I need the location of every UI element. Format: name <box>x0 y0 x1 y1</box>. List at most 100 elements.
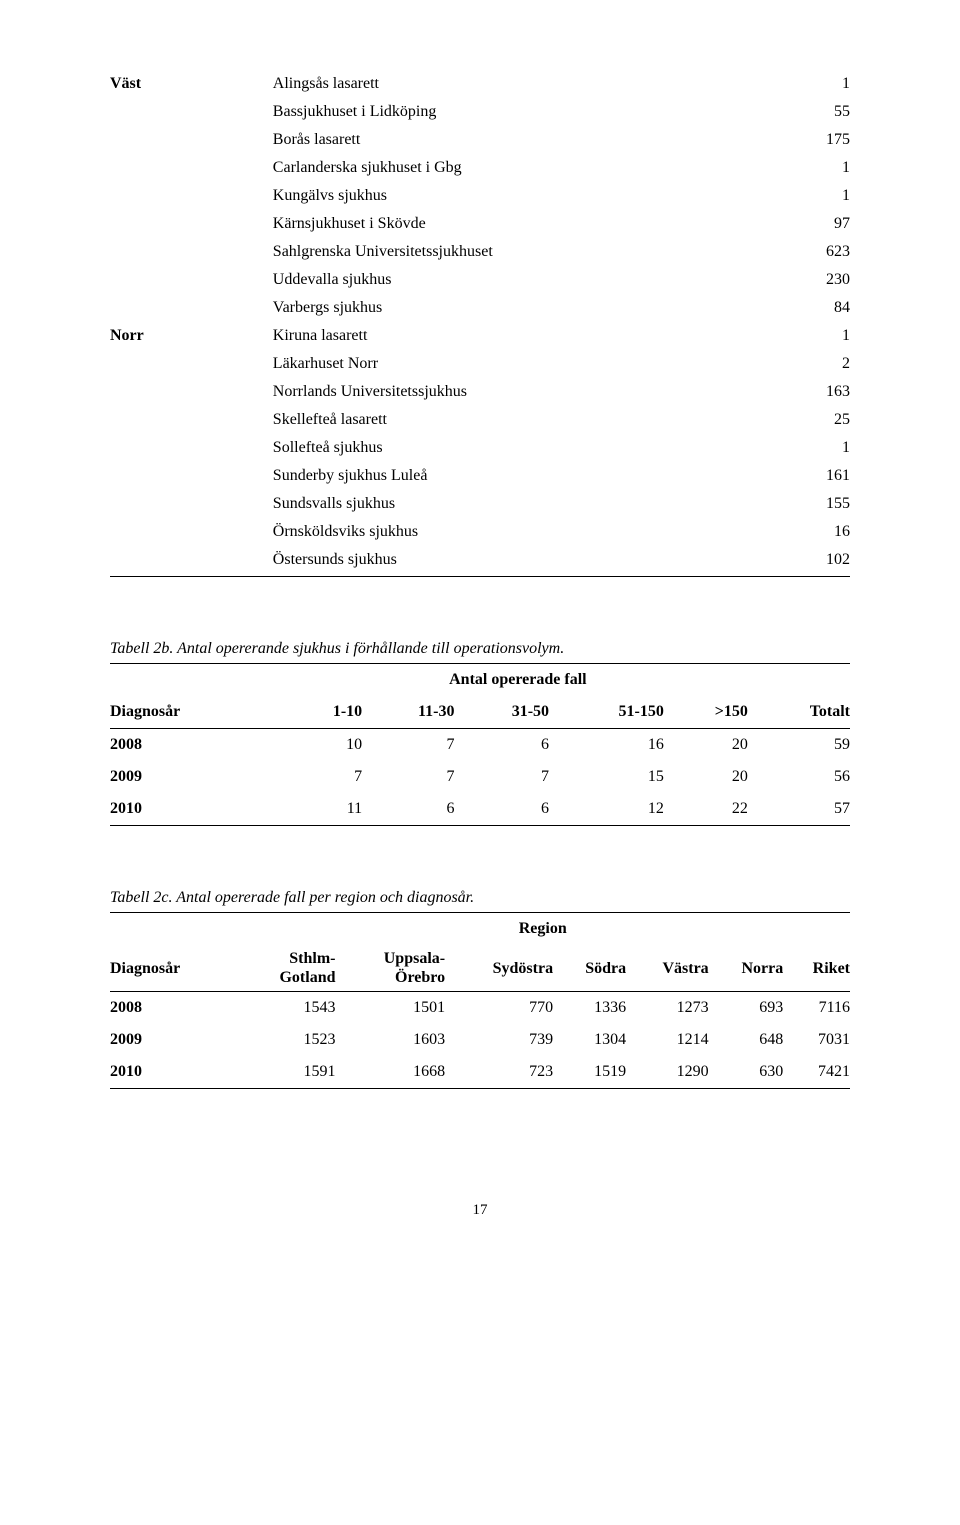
table2-cell: 10 <box>288 729 362 762</box>
hospital-cell: Kiruna lasarett <box>273 322 702 350</box>
table3-header-row: DiagnosårSthlm-GotlandUppsala-ÖrebroSydö… <box>110 945 850 992</box>
table2-cell: 6 <box>455 729 550 762</box>
table3-cell: 7421 <box>783 1056 850 1089</box>
region-cell <box>110 126 273 154</box>
table3-group-header: Region <box>235 913 850 946</box>
region-cell <box>110 266 273 294</box>
hospital-cell: Kungälvs sjukhus <box>273 182 702 210</box>
table3-cell: 723 <box>445 1056 553 1089</box>
region-cell <box>110 154 273 182</box>
hospital-cell: Uddevalla sjukhus <box>273 266 702 294</box>
table2-cell: 20 <box>664 761 748 793</box>
region-cell <box>110 546 273 577</box>
table2-col-header: Totalt <box>748 696 850 729</box>
value-cell: 161 <box>702 462 850 490</box>
table3-cell: 1519 <box>553 1056 626 1089</box>
table3-cell: 693 <box>709 992 784 1025</box>
value-cell: 1 <box>702 154 850 182</box>
table2-cell: 6 <box>362 793 454 826</box>
table2-cell: 16 <box>549 729 664 762</box>
table2-col-header: 51-150 <box>549 696 664 729</box>
table2-cell: 2008 <box>110 729 288 762</box>
table2-body: 2008107616205920097771520562010116612225… <box>110 729 850 826</box>
table3-caption: Tabell 2c. Antal opererade fall per regi… <box>110 886 850 910</box>
table3-cell: 1501 <box>336 992 446 1025</box>
region-cell <box>110 518 273 546</box>
hospital-cell: Bassjukhuset i Lidköping <box>273 98 702 126</box>
hospital-cell: Sundsvalls sjukhus <box>273 490 702 518</box>
table3-body: 200815431501770133612736937116 2009152316… <box>110 992 850 1089</box>
table2-cell: 7 <box>362 761 454 793</box>
value-cell: 1 <box>702 322 850 350</box>
value-cell: 623 <box>702 238 850 266</box>
region-cell <box>110 434 273 462</box>
hospital-cell: Varbergs sjukhus <box>273 294 702 322</box>
table2-cell: 20 <box>664 729 748 762</box>
hospital-cell: Örnsköldsviks sjukhus <box>273 518 702 546</box>
table3-col-header: Norra <box>709 945 784 992</box>
region-cell <box>110 350 273 378</box>
table3-cell: 1668 <box>336 1056 446 1089</box>
table3-cell: 1304 <box>553 1024 626 1056</box>
table2-cell: 7 <box>362 729 454 762</box>
table3-cell: 1591 <box>235 1056 335 1089</box>
table3-cell: 1523 <box>235 1024 335 1056</box>
hospital-cell: Sahlgrenska Universitetssjukhuset <box>273 238 702 266</box>
table3-col-header: Sthlm-Gotland <box>235 945 335 992</box>
table3-cell: 2009 <box>110 1024 235 1056</box>
region-cell <box>110 182 273 210</box>
value-cell: 175 <box>702 126 850 154</box>
value-cell: 163 <box>702 378 850 406</box>
value-cell: 97 <box>702 210 850 238</box>
hospital-cell: Borås lasarett <box>273 126 702 154</box>
value-cell: 155 <box>702 490 850 518</box>
table3-col-header: Riket <box>783 945 850 992</box>
page-number: 17 <box>110 1199 850 1222</box>
hospital-cell: Alingsås lasarett <box>273 70 702 98</box>
table2-cell: 7 <box>288 761 362 793</box>
table2-col-header: 1-10 <box>288 696 362 729</box>
region-cell <box>110 294 273 322</box>
region-cell <box>110 406 273 434</box>
table2-cell: 2010 <box>110 793 288 826</box>
value-cell: 1 <box>702 434 850 462</box>
value-cell: 25 <box>702 406 850 434</box>
table3-cell: 2008 <box>110 992 235 1025</box>
table3-cell: 7116 <box>783 992 850 1025</box>
hospital-cell: Norrlands Universitetssjukhus <box>273 378 702 406</box>
value-cell: 1 <box>702 70 850 98</box>
region-cell <box>110 238 273 266</box>
hospital-cell: Östersunds sjukhus <box>273 546 702 577</box>
table3-cell: 1336 <box>553 992 626 1025</box>
table3-cell: 2010 <box>110 1056 235 1089</box>
region-cell: Väst <box>110 70 273 98</box>
operations-region-table: Region DiagnosårSthlm-GotlandUppsala-Öre… <box>110 912 850 1089</box>
table3-cell: 630 <box>709 1056 784 1089</box>
table2-cell: 57 <box>748 793 850 826</box>
value-cell: 102 <box>702 546 850 577</box>
value-cell: 55 <box>702 98 850 126</box>
value-cell: 16 <box>702 518 850 546</box>
table2-cell: 12 <box>549 793 664 826</box>
table3-cell: 1273 <box>626 992 709 1025</box>
table3-col-header: Västra <box>626 945 709 992</box>
table3-cell: 1214 <box>626 1024 709 1056</box>
table2-header-row: Diagnosår1-1011-3031-5051-150>150Totalt <box>110 696 850 729</box>
hospital-cell: Sunderby sjukhus Luleå <box>273 462 702 490</box>
table3-cell: 7031 <box>783 1024 850 1056</box>
hospital-cell: Carlanderska sjukhuset i Gbg <box>273 154 702 182</box>
hospital-cell: Kärnsjukhuset i Skövde <box>273 210 702 238</box>
table2-cell: 2009 <box>110 761 288 793</box>
operations-volume-table: Antal opererade fall Diagnosår1-1011-303… <box>110 663 850 826</box>
hospital-cell: Sollefteå sjukhus <box>273 434 702 462</box>
table2-col-header: 31-50 <box>455 696 550 729</box>
table3-cell: 1543 <box>235 992 335 1025</box>
table2-cell: 59 <box>748 729 850 762</box>
region-cell <box>110 378 273 406</box>
hospital-cell: Läkarhuset Norr <box>273 350 702 378</box>
table3-col-header: Södra <box>553 945 626 992</box>
table3-cell: 770 <box>445 992 553 1025</box>
region-cell <box>110 490 273 518</box>
value-cell: 230 <box>702 266 850 294</box>
table2-col-header: >150 <box>664 696 748 729</box>
